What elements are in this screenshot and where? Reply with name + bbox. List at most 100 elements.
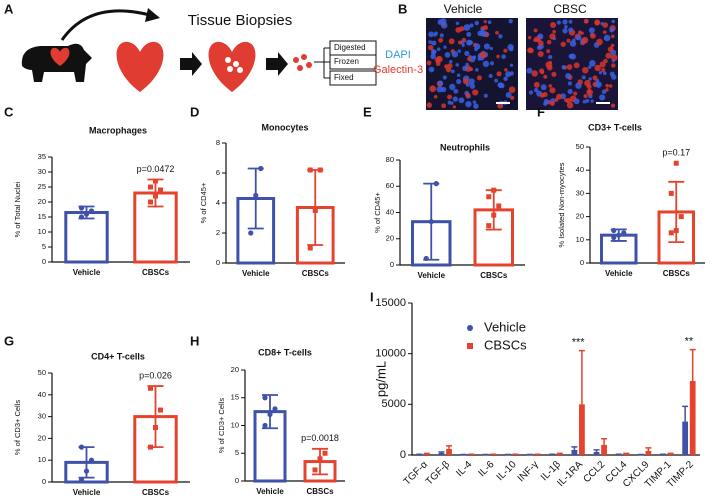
data-point (153, 193, 158, 199)
y-tick-label: 50 (38, 368, 46, 377)
biopsy (233, 61, 239, 67)
y-tick-label: 5000 (382, 398, 406, 410)
heart-icon (50, 47, 70, 66)
cell (443, 45, 447, 49)
y-tick-label: 8 (216, 138, 220, 147)
cell (447, 100, 452, 105)
micrograph (426, 18, 518, 110)
bar (556, 453, 563, 455)
cell (488, 73, 493, 79)
cell (455, 27, 462, 33)
cell (457, 40, 463, 45)
cell (466, 31, 472, 37)
cell (426, 102, 433, 108)
data-point (611, 234, 617, 241)
cell (463, 24, 471, 31)
cell (527, 36, 532, 40)
scale-bar (496, 102, 510, 104)
cell (465, 39, 472, 46)
cell (528, 90, 534, 95)
annotation: p=0.026 (139, 370, 172, 380)
y-tick-label: 30 (38, 412, 46, 421)
data-point (78, 477, 85, 483)
branch (314, 47, 330, 79)
cell (533, 81, 540, 88)
biopsy (306, 62, 312, 68)
cell (599, 61, 606, 68)
data-point (491, 212, 497, 218)
panel-letter: H (190, 333, 199, 348)
cell (505, 92, 512, 98)
cell (483, 43, 491, 50)
cell (545, 61, 553, 69)
y-tick-label: 0 (580, 258, 584, 267)
x-tick-label: Vehicle (605, 269, 633, 278)
outcome-box (329, 54, 377, 70)
y-tick-label: 2 (216, 228, 220, 237)
cell (603, 58, 608, 64)
bar (579, 404, 585, 455)
data-point (312, 467, 318, 473)
cell (504, 68, 508, 72)
cell (473, 103, 479, 109)
cell (567, 88, 573, 95)
cell (450, 69, 455, 74)
y-tick-label: 50 (576, 142, 584, 151)
annotation: *** (572, 337, 586, 349)
cell (611, 63, 616, 68)
cell (588, 77, 592, 81)
cell (436, 47, 441, 52)
cell (445, 66, 452, 73)
error-bar (556, 452, 563, 455)
cell (533, 38, 537, 42)
cell (594, 64, 601, 72)
cell (573, 98, 580, 105)
stain-label: DAPI (385, 49, 411, 61)
cell (600, 22, 604, 26)
cell (537, 38, 541, 42)
outcome: Frozen (334, 57, 359, 66)
cell (448, 38, 455, 45)
cell (565, 98, 572, 104)
error-bar (445, 445, 452, 449)
y-tick-label: 6 (216, 168, 220, 177)
annotation: p=0.0018 (301, 433, 339, 443)
cell (456, 73, 461, 77)
cell (489, 61, 495, 66)
cell (568, 53, 574, 59)
y-axis-label: % Isolated Non-myocytes (557, 162, 566, 247)
x-tick-label: TGF-α (402, 459, 431, 488)
y-tick-label: 40 (386, 207, 394, 216)
cell (548, 54, 553, 60)
cell (598, 71, 603, 75)
y-axis-label: % of CD45+ (199, 182, 208, 223)
panel-letter: C (4, 104, 14, 119)
cell (587, 65, 592, 69)
cell (588, 27, 595, 34)
cell (508, 86, 516, 93)
data-point (317, 167, 323, 173)
data-point (148, 199, 153, 205)
error-bar (312, 447, 328, 476)
error-bar (667, 452, 674, 455)
cell (441, 103, 447, 109)
y-tick-label: 20 (38, 433, 46, 442)
cell (496, 71, 502, 77)
cell (428, 40, 432, 44)
data-point (88, 457, 95, 463)
error-bar (689, 348, 696, 382)
cell (533, 28, 538, 33)
panel-letter: A (4, 1, 14, 16)
error-bar (438, 451, 445, 453)
y-tick-label: 40 (38, 390, 46, 399)
cell (501, 54, 506, 59)
data-point (678, 214, 684, 220)
panel-letter: B (398, 1, 407, 16)
cell (469, 83, 476, 89)
outcome-box (329, 70, 377, 86)
cell (601, 67, 606, 73)
cell (528, 48, 533, 53)
y-tick-label: 60 (386, 181, 394, 190)
y-tick-label: 5 (42, 242, 46, 251)
cell (610, 43, 615, 48)
